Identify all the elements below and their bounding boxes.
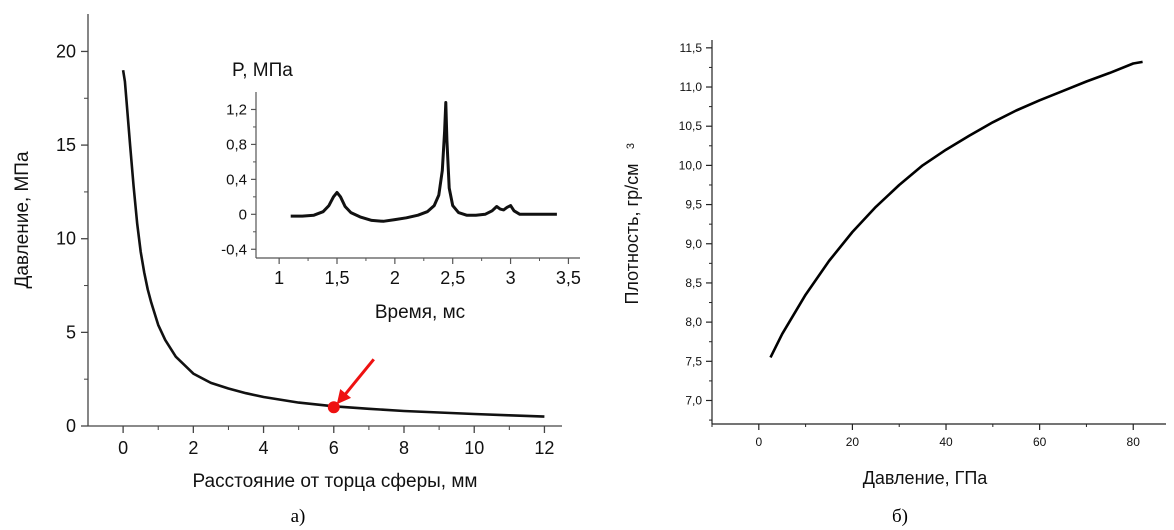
inset-chart: 1 1,5 2 2,5 3 3,5 -0,4 0 0,4 0,8 1,2 Время, мс P,… (221, 60, 581, 323)
inset-series-line (290, 101, 557, 223)
chart-a-axes (87, 14, 562, 427)
chart-a-y-tick-label: 5 (66, 322, 76, 342)
chart-b-y-tick-label: 11,0 (680, 80, 703, 94)
chart-a-series-line (121, 69, 545, 418)
inset-y-tick-label: 0 (239, 206, 247, 223)
chart-a-highlight-point (327, 401, 340, 414)
inset-y-ticks: -0,4 0 0,4 0,8 1,2 (221, 101, 256, 258)
chart-b-y-tick-label: 7,5 (685, 354, 702, 368)
chart-b: 0 20 40 60 80 7,0 7,5 8,0 8,5 9,0 9,5 10,0 10,5 11,0… (622, 40, 1166, 527)
inset-y-tick-label: 1,2 (226, 101, 247, 118)
inset-y-axis-label: P, МПа (232, 60, 293, 81)
chart-b-x-tick-label: 0 (755, 435, 762, 449)
chart-a-annotation-arrow (341, 358, 375, 399)
chart-b-y-tick-label: 8,5 (685, 276, 702, 290)
chart-b-series-line (769, 60, 1143, 358)
chart-b-y-tick-label: 10,0 (679, 158, 703, 172)
inset-x-tick-label: 3 (506, 268, 516, 288)
chart-a-x-tick-label: 8 (399, 438, 409, 458)
chart-b-x-tick-label: 20 (846, 435, 860, 449)
chart-a-x-tick-label: 10 (464, 438, 484, 458)
chart-a-y-tick-label: 0 (66, 416, 76, 436)
chart-b-x-tick-label: 40 (939, 435, 953, 449)
chart-b-y-tick-label: 10,5 (679, 119, 703, 133)
chart-a-x-axis-label: Расстояние от торца сферы, мм (193, 471, 478, 492)
chart-b-y-axis-label-group: Плотность, гр/см 3 (622, 143, 642, 305)
chart-a-y-axis-label: Давление, МПа (12, 151, 33, 288)
chart-a-x-tick-label: 0 (118, 438, 128, 458)
chart-b-x-axis-label: Давление, ГПа (863, 468, 989, 488)
chart-b-caption: б) (892, 506, 908, 527)
chart-a-y-tick-label: 20 (56, 41, 76, 61)
chart-b-y-tick-label: 7,0 (685, 393, 702, 407)
chart-b-y-ticks: 7,0 7,5 8,0 8,5 9,0 9,5 10,0 10,5 11,0 11,5 (679, 41, 712, 421)
inset-y-tick-label: 0,4 (226, 171, 247, 188)
inset-y-tick-label: -0,4 (221, 241, 247, 258)
inset-x-ticks: 1 1,5 2 2,5 3 3,5 (274, 258, 581, 288)
chart-b-y-tick-label: 11,5 (680, 41, 703, 55)
chart-b-y-axis-label-superscript: 3 (625, 143, 637, 149)
chart-b-x-ticks: 0 20 40 60 80 (711, 424, 1141, 449)
chart-a-annotation-arrowhead (336, 388, 352, 405)
inset-x-tick-label: 2,5 (440, 268, 465, 288)
inset-y-tick-label: 0,8 (226, 136, 247, 153)
chart-b-y-tick-label: 9,0 (685, 237, 702, 251)
chart-a-y-tick-label: 15 (56, 135, 76, 155)
inset-x-tick-label: 3,5 (556, 268, 581, 288)
inset-x-tick-label: 1,5 (324, 268, 349, 288)
chart-a-x-tick-label: 6 (329, 438, 339, 458)
chart-a-x-tick-label: 4 (259, 438, 269, 458)
chart-a-y-ticks: 0 5 10 15 20 (56, 41, 88, 436)
chart-a-y-tick-label: 10 (56, 229, 76, 249)
chart-a-x-tick-label: 2 (188, 438, 198, 458)
chart-b-x-tick-label: 60 (1033, 435, 1047, 449)
inset-x-tick-label: 2 (390, 268, 400, 288)
chart-b-y-tick-label: 9,5 (685, 198, 702, 212)
chart-a-x-tick-label: 12 (534, 438, 554, 458)
inset-x-axis-label: Время, мс (375, 302, 465, 323)
inset-x-tick-label: 1 (274, 268, 284, 288)
chart-a-x-ticks: 0 2 4 6 8 10 12 (118, 426, 554, 458)
chart-b-y-tick-label: 8,0 (685, 315, 702, 329)
chart-b-x-tick-label: 80 (1127, 435, 1141, 449)
chart-a-caption: а) (291, 506, 306, 527)
chart-b-y-axis-label: Плотность, гр/см (622, 163, 642, 304)
